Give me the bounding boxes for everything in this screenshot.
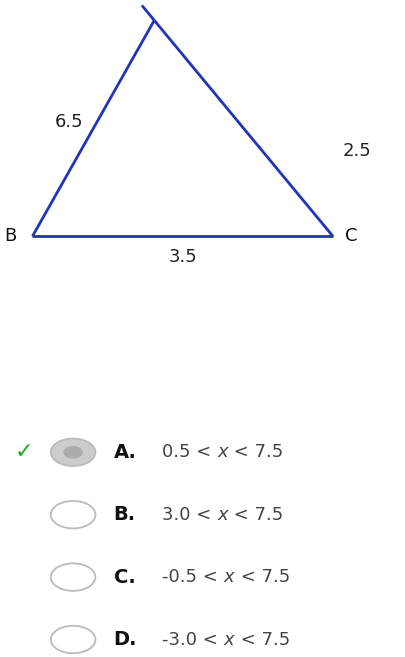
Text: -3.0 <: -3.0 < — [162, 631, 223, 648]
Text: B: B — [4, 227, 16, 245]
Circle shape — [51, 439, 95, 466]
Text: C: C — [344, 227, 357, 245]
Text: 6.5: 6.5 — [55, 113, 83, 131]
Text: x: x — [217, 443, 228, 461]
Text: < 7.5: < 7.5 — [234, 631, 289, 648]
Text: B.: B. — [113, 505, 135, 524]
Text: x: x — [223, 631, 234, 648]
Text: x: x — [223, 568, 234, 586]
Text: ✓: ✓ — [15, 442, 34, 463]
Text: D.: D. — [113, 630, 137, 649]
Text: < 7.5: < 7.5 — [228, 443, 283, 461]
Text: < 7.5: < 7.5 — [234, 568, 289, 586]
Text: 0.5 <: 0.5 < — [162, 443, 217, 461]
Circle shape — [64, 447, 82, 458]
Text: A.: A. — [113, 443, 136, 462]
Text: 3.0 <: 3.0 < — [162, 506, 217, 524]
Text: C.: C. — [113, 568, 135, 587]
Text: x: x — [217, 506, 228, 524]
Text: -0.5 <: -0.5 < — [162, 568, 223, 586]
Text: < 7.5: < 7.5 — [228, 506, 283, 524]
Text: 2.5: 2.5 — [342, 142, 371, 160]
Text: 3.5: 3.5 — [168, 248, 196, 265]
